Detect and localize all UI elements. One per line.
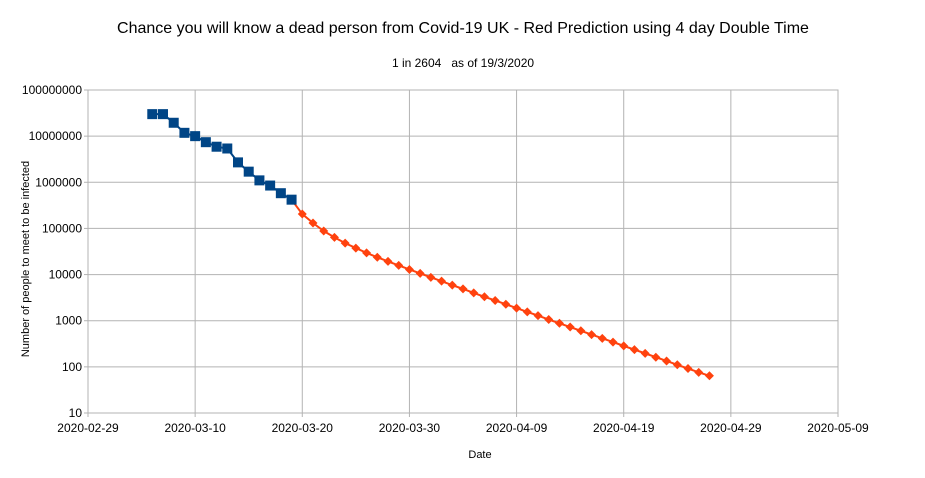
series-1-point bbox=[200, 137, 211, 148]
y-tick-label: 100000 bbox=[42, 221, 82, 235]
tick-labels: 10 100 1000 10000 100000 1000000 10000000 10000… bbox=[22, 83, 869, 435]
series-2-point bbox=[501, 299, 511, 309]
series-2-point bbox=[512, 303, 522, 313]
series-1-point bbox=[265, 180, 276, 191]
series-2-point bbox=[672, 360, 682, 370]
axes bbox=[84, 89, 839, 417]
y-tick-label: 10 bbox=[69, 406, 83, 420]
data-marks bbox=[147, 109, 714, 381]
series-2-point bbox=[597, 333, 607, 343]
series-2-point bbox=[640, 348, 650, 358]
series-2-point bbox=[651, 352, 661, 362]
x-tick-label: 2020-02-29 bbox=[57, 421, 119, 435]
series-1-point bbox=[222, 143, 233, 154]
series-2-point bbox=[587, 330, 597, 340]
grid bbox=[87, 89, 839, 414]
series-2-point bbox=[576, 326, 586, 336]
series-2-point bbox=[694, 367, 704, 377]
series-1-point bbox=[158, 109, 168, 120]
y-tick-label: 10000 bbox=[49, 268, 83, 282]
series-2-point bbox=[404, 264, 414, 274]
x-tick-label: 2020-04-19 bbox=[593, 421, 655, 435]
series-2-point bbox=[372, 252, 382, 262]
series-2-point bbox=[383, 256, 393, 266]
series-2-point bbox=[415, 268, 425, 278]
series-1-point bbox=[190, 131, 201, 142]
series-2-line bbox=[290, 199, 710, 377]
y-tick-label: 1000 bbox=[55, 314, 82, 328]
series-2-point bbox=[447, 280, 457, 290]
series-1-point bbox=[211, 141, 222, 152]
series-2-point bbox=[544, 315, 554, 325]
series-2-point bbox=[683, 364, 693, 374]
x-tick-label: 2020-03-10 bbox=[164, 421, 226, 435]
series-2-point bbox=[479, 292, 489, 302]
series-1-point bbox=[233, 157, 243, 168]
series-2-point bbox=[437, 276, 447, 286]
series-1-point bbox=[168, 117, 179, 128]
x-axis-label: Date bbox=[468, 449, 491, 461]
x-tick-label: 2020-04-09 bbox=[486, 421, 548, 435]
series-1-point bbox=[147, 109, 158, 120]
series-2-point bbox=[704, 371, 714, 381]
series-1-point bbox=[179, 127, 190, 138]
chart-title: Chance you will know a dead person from … bbox=[117, 20, 809, 37]
series-2-point bbox=[608, 337, 618, 347]
series-2-point bbox=[554, 318, 564, 328]
series-2-point bbox=[319, 226, 329, 236]
series-2-point bbox=[426, 272, 436, 282]
x-tick-label: 2020-03-20 bbox=[272, 421, 334, 435]
series-2-point bbox=[522, 307, 532, 317]
series-2-point bbox=[629, 345, 639, 355]
series-2-point bbox=[490, 295, 500, 305]
y-tick-label: 100000000 bbox=[22, 83, 82, 97]
series-2-point bbox=[308, 218, 318, 228]
x-tick-label: 2020-05-09 bbox=[807, 421, 869, 435]
y-tick-label: 100 bbox=[62, 360, 82, 374]
x-tick-label: 2020-04-29 bbox=[700, 421, 762, 435]
series-2-point bbox=[619, 341, 629, 351]
series-2-point bbox=[394, 260, 404, 270]
series-2-point bbox=[458, 284, 468, 294]
series-2-point bbox=[340, 238, 350, 248]
y-tick-label: 1000000 bbox=[35, 175, 82, 189]
series-2-point bbox=[533, 311, 543, 321]
series-2-point bbox=[662, 356, 672, 366]
series-1-point bbox=[286, 194, 297, 205]
series-2-point bbox=[565, 322, 575, 332]
x-tick-label: 2020-03-30 bbox=[379, 421, 441, 435]
series-1-point bbox=[254, 175, 265, 186]
y-tick-label: 10000000 bbox=[29, 129, 83, 143]
series-2-point bbox=[351, 243, 361, 253]
chart-subtitle: 1 in 2604 as of 19/3/2020 bbox=[392, 56, 534, 70]
series-2-point bbox=[362, 248, 372, 258]
y-axis-label: Number of people to meet to be infected bbox=[20, 161, 32, 357]
series-1-point bbox=[243, 166, 254, 177]
series-2-point bbox=[297, 209, 307, 219]
series-2-point bbox=[329, 232, 339, 242]
series-2-point bbox=[469, 288, 479, 298]
series-1-point bbox=[275, 188, 286, 199]
